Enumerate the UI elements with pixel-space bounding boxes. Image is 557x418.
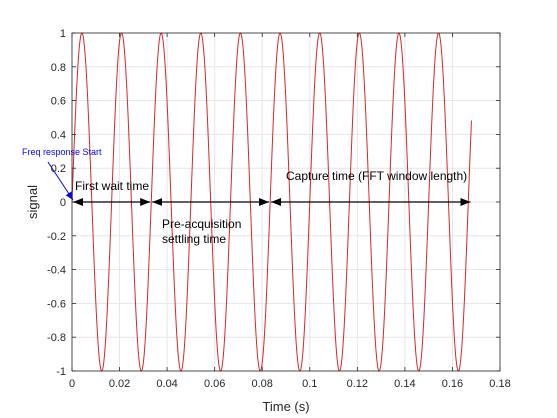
y-tick-label: -1	[56, 366, 66, 378]
y-tick-label: 0	[60, 197, 66, 209]
series-layer	[71, 32, 472, 372]
y-tick-label: 0.4	[51, 129, 66, 141]
x-tick-label: 0.14	[394, 378, 415, 390]
x-tick-label: 0.18	[489, 378, 510, 390]
signal-line	[71, 32, 472, 372]
y-tick-label: 0.6	[51, 96, 66, 108]
start-pointer-arrow	[47, 161, 74, 201]
x-tick-label: 0.04	[156, 378, 177, 390]
x-axis-label: Time (s)	[262, 399, 309, 414]
y-tick-label: -0.8	[47, 332, 66, 344]
y-tick-label: -0.2	[47, 231, 66, 243]
start-annotation-text: Freq response Start	[22, 147, 102, 157]
y-tick-label: 0.8	[51, 62, 66, 74]
y-tick-label: 0.2	[51, 163, 66, 175]
y-axis-label: signal	[25, 185, 40, 219]
x-tick-label: 0.1	[302, 378, 317, 390]
settling-label-line: settling time	[162, 232, 226, 246]
y-tick-label: -0.6	[47, 298, 66, 310]
x-tick-label: 0.08	[252, 378, 273, 390]
x-tick-label: 0.16	[442, 378, 463, 390]
x-tick-label: 0.02	[109, 378, 130, 390]
x-tick-label: 0.12	[347, 378, 368, 390]
y-tick-label: 1	[60, 28, 66, 40]
settling-label: Pre-acquisition settling time	[162, 217, 241, 246]
annotation-layer: Freq response Start First wait time Pre-ac…	[22, 147, 471, 246]
axis-ticks: 0 0.02 0.04 0.06 0.08 0.1 0.12 0.14 0.16 0.18 -1 -0…	[47, 28, 511, 390]
capture-label: Capture time (FFT window length)	[286, 169, 467, 183]
settling-label-line: Pre-acquisition	[162, 217, 241, 231]
first-wait-label: First wait time	[75, 179, 149, 193]
x-tick-label: 0.06	[204, 378, 225, 390]
x-tick-label: 0	[69, 378, 75, 390]
y-tick-label: -0.4	[47, 265, 66, 277]
